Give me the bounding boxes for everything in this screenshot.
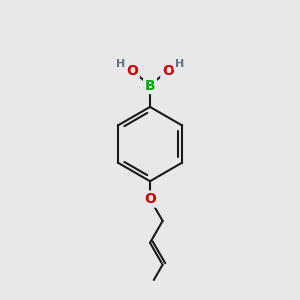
Text: B: B: [145, 79, 155, 92]
Text: H: H: [175, 59, 184, 69]
Text: O: O: [162, 64, 174, 78]
Text: H: H: [116, 59, 125, 69]
Text: O: O: [126, 64, 138, 78]
Text: O: O: [144, 192, 156, 206]
